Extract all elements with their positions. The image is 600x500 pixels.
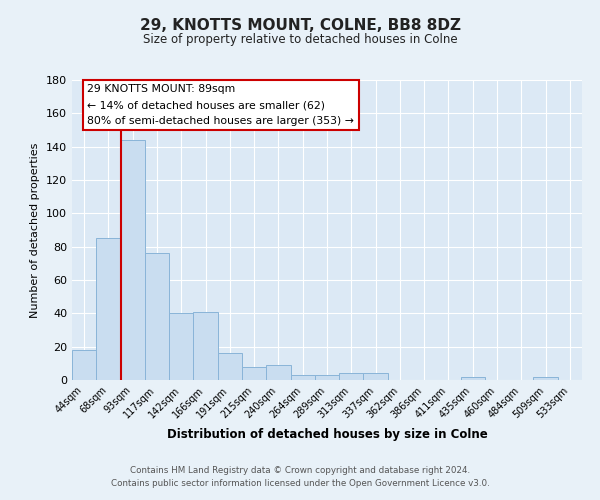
Text: Size of property relative to detached houses in Colne: Size of property relative to detached ho… — [143, 32, 457, 46]
Bar — [169, 314, 193, 380]
Bar — [364, 374, 388, 380]
Text: Contains HM Land Registry data © Crown copyright and database right 2024.
Contai: Contains HM Land Registry data © Crown c… — [110, 466, 490, 487]
Bar — [339, 374, 364, 380]
Bar — [121, 140, 145, 380]
Y-axis label: Number of detached properties: Number of detached properties — [31, 142, 40, 318]
Bar — [461, 376, 485, 380]
Bar — [218, 354, 242, 380]
Bar — [533, 376, 558, 380]
Bar — [290, 375, 315, 380]
Text: 29 KNOTTS MOUNT: 89sqm
← 14% of detached houses are smaller (62)
80% of semi-det: 29 KNOTTS MOUNT: 89sqm ← 14% of detached… — [88, 84, 354, 126]
X-axis label: Distribution of detached houses by size in Colne: Distribution of detached houses by size … — [167, 428, 487, 441]
Bar — [266, 365, 290, 380]
Bar — [315, 375, 339, 380]
Text: 29, KNOTTS MOUNT, COLNE, BB8 8DZ: 29, KNOTTS MOUNT, COLNE, BB8 8DZ — [139, 18, 461, 32]
Bar — [96, 238, 121, 380]
Bar — [72, 350, 96, 380]
Bar — [193, 312, 218, 380]
Bar — [242, 366, 266, 380]
Bar — [145, 254, 169, 380]
